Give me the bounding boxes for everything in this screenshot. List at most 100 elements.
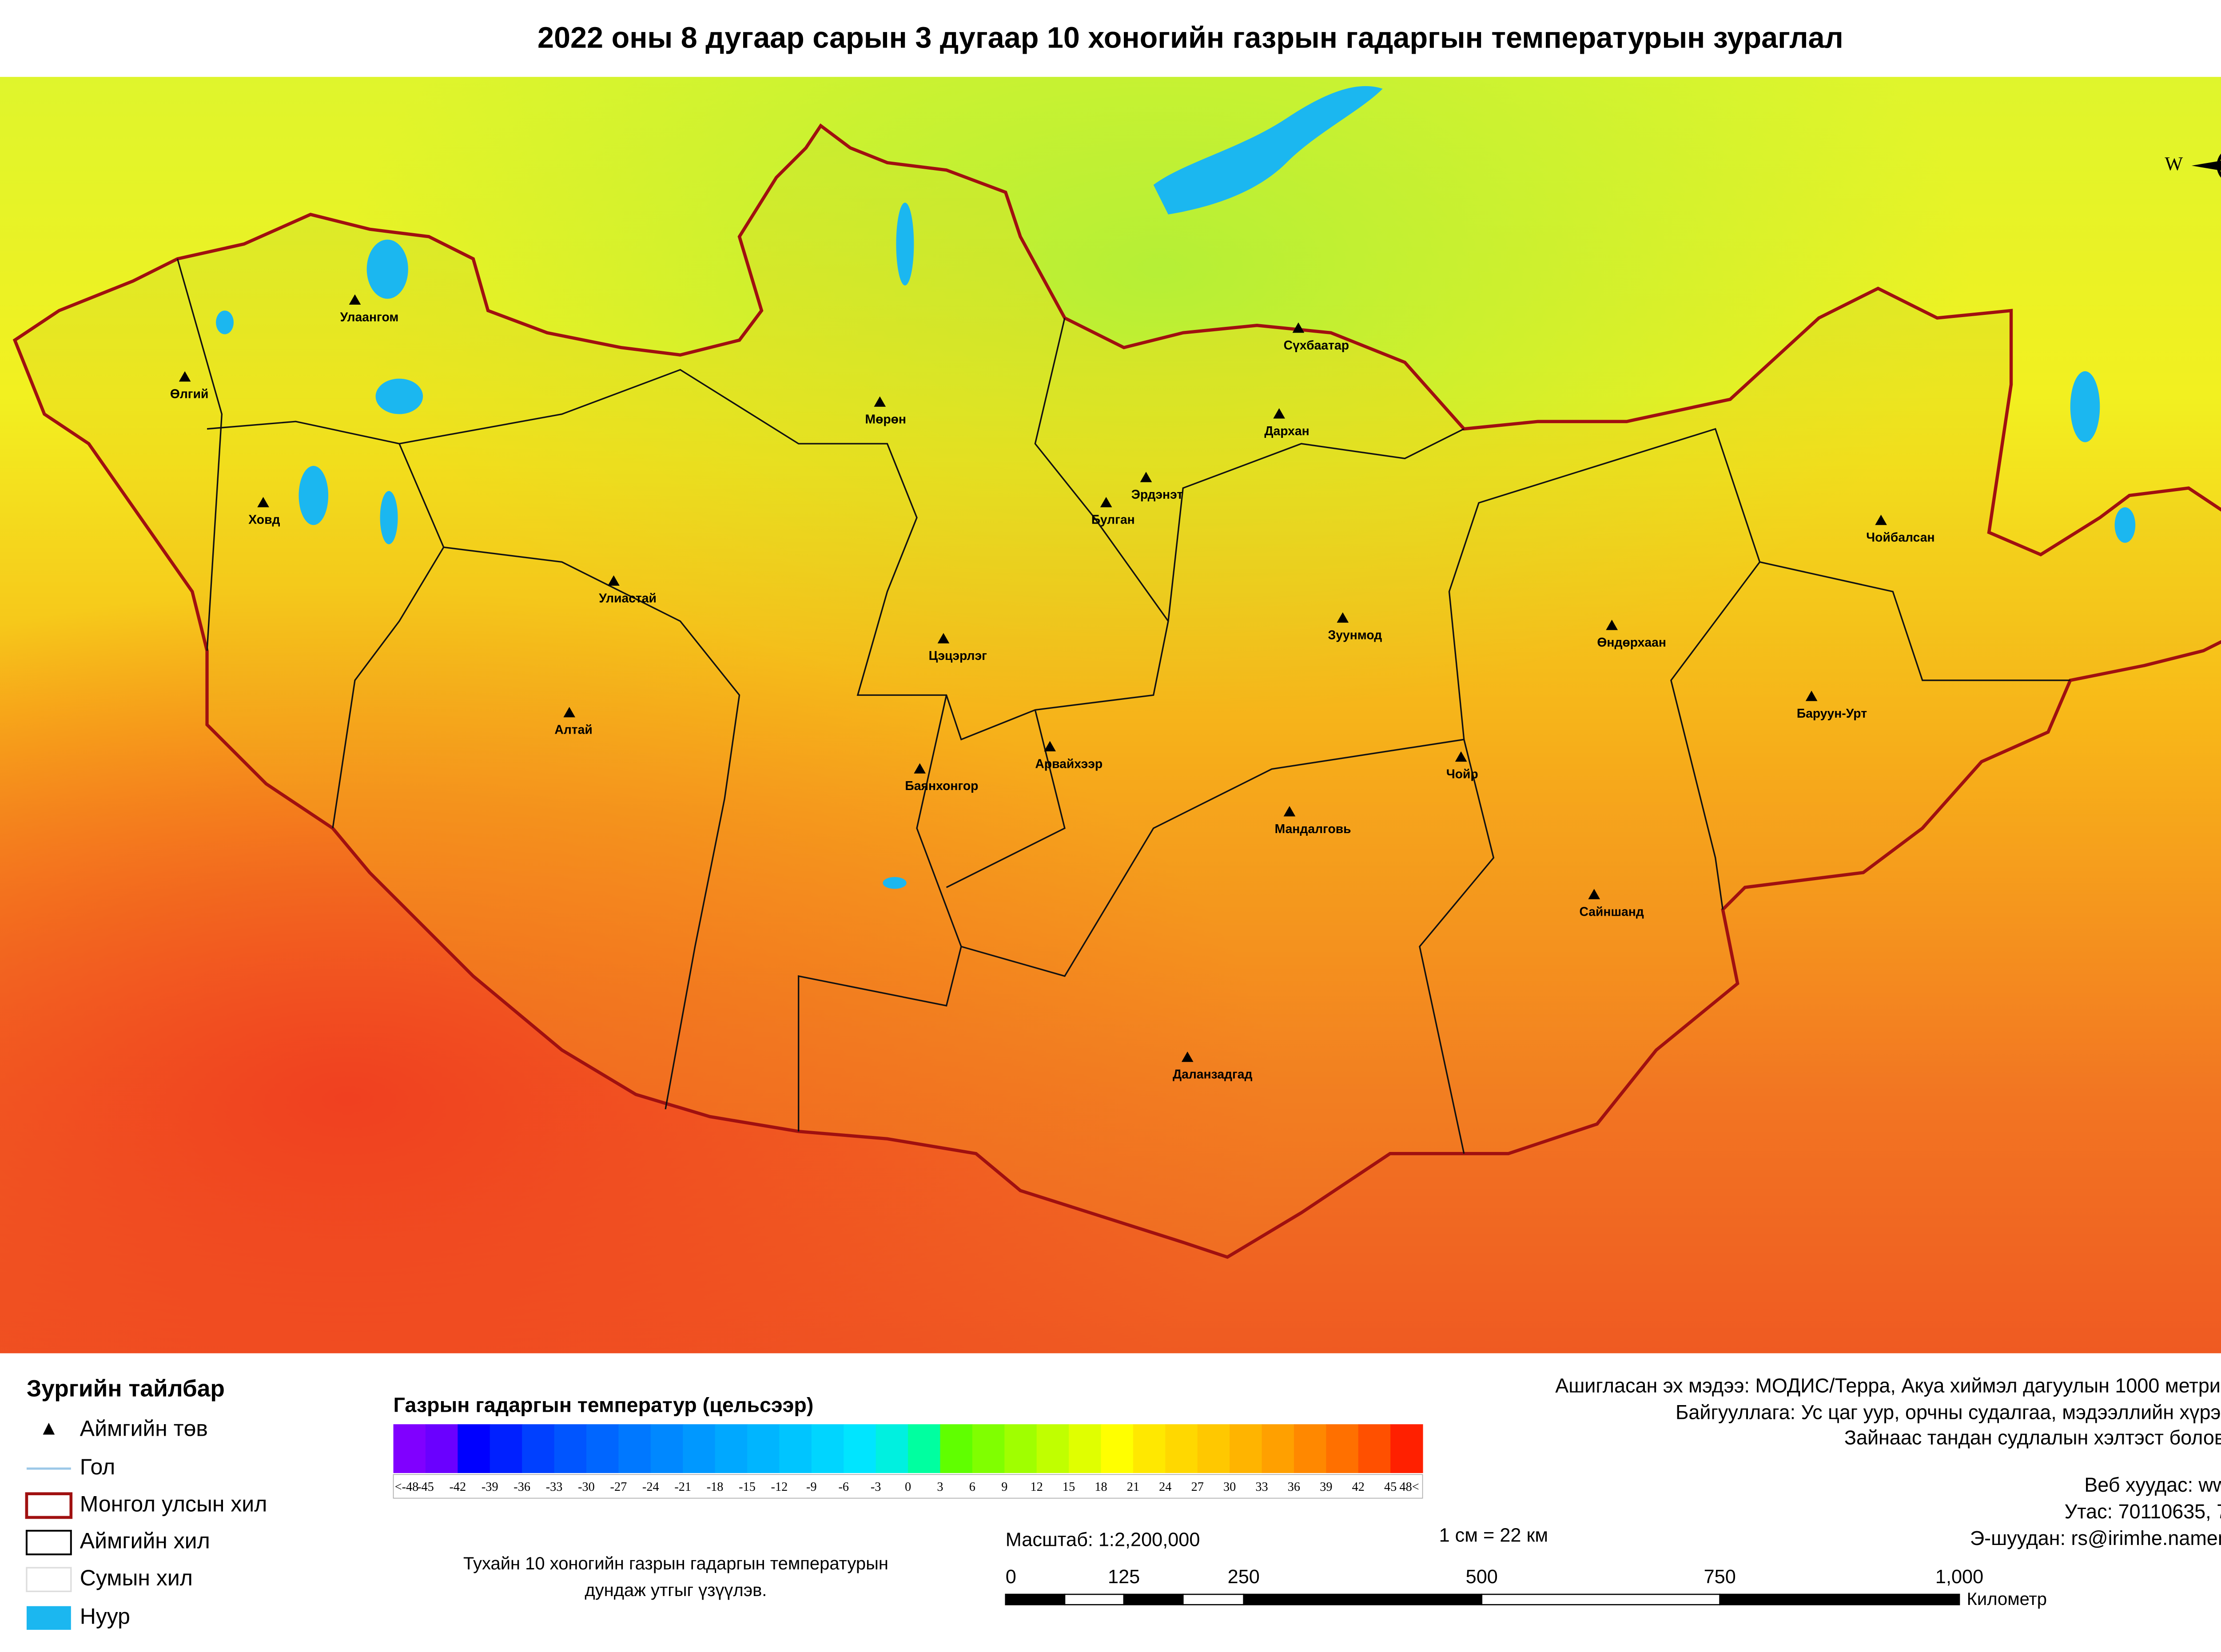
colorbar-label: 12 xyxy=(1031,1480,1043,1494)
colorbar-label: -15 xyxy=(739,1480,756,1494)
center-marker xyxy=(563,707,576,718)
colorbar-swatch xyxy=(1326,1424,1359,1473)
colorbar-label: -30 xyxy=(578,1480,595,1494)
colorbar-swatch xyxy=(490,1424,523,1473)
center-label: Мандалговь xyxy=(1275,822,1351,836)
legend-symbol-aimag xyxy=(25,1529,72,1556)
legend-symbol-soum xyxy=(26,1567,72,1592)
colorbar-label: -39 xyxy=(482,1480,498,1494)
scale-label: 125 xyxy=(1108,1566,1140,1588)
lake xyxy=(2114,507,2136,543)
lake xyxy=(380,491,398,544)
center-label: Сүхбаатар xyxy=(1284,338,1349,352)
colorbar-label-frame xyxy=(393,1474,1423,1499)
scale-ratio: Масштаб: 1:2,200,000 xyxy=(1006,1529,1200,1551)
credit-line: Байгууллага: Ус цаг уур, орчны судалгаа,… xyxy=(1676,1401,2221,1424)
compass: N E S W xyxy=(2165,153,2221,178)
center-marker xyxy=(914,763,926,774)
center-label: Улаангом xyxy=(340,310,399,324)
legend-title: Зургийн тайлбар xyxy=(27,1376,225,1402)
contact-line: Э-шуудан: rs@irimhe.namem.gov.mn xyxy=(1970,1527,2221,1549)
scale-segment xyxy=(1481,1593,1721,1605)
center-label: Чойбалсан xyxy=(1866,530,1934,544)
lake xyxy=(883,877,907,889)
colorbar-swatch xyxy=(1133,1424,1166,1473)
contact-line: Утас: 70110635, 70110638 xyxy=(2065,1500,2221,1523)
colorbar-label: 6 xyxy=(969,1480,975,1494)
credits: Ашигласан эх мэдээ: МОДИС/Терра, Акуа хи… xyxy=(1555,1374,2221,1549)
colorbar-swatch xyxy=(1197,1424,1230,1473)
scale-label: 500 xyxy=(1466,1566,1498,1588)
legend-label: Аймгийн төв xyxy=(80,1416,208,1441)
colorbar-label: -36 xyxy=(513,1480,530,1494)
center-label: Өндөрхаан xyxy=(1597,635,1666,649)
colorbar-swatch xyxy=(618,1424,651,1473)
colorbar-swatch xyxy=(715,1424,748,1473)
scale-segment xyxy=(1005,1593,1066,1605)
colorbar-swatch xyxy=(586,1424,619,1473)
scale-segment xyxy=(1064,1593,1125,1605)
center-label: Сайншанд xyxy=(1579,904,1644,918)
scale-segment xyxy=(1719,1593,1960,1605)
colorbar-swatch xyxy=(972,1424,1005,1473)
center-marker xyxy=(257,496,269,508)
colorbar-label: 36 xyxy=(1288,1480,1300,1494)
colorbar-swatch xyxy=(554,1424,587,1473)
lakes xyxy=(216,86,2136,889)
center-label: Цэцэрлэг xyxy=(929,648,987,663)
credit-line: Ашигласан эх мэдээ: МОДИС/Терра, Акуа хи… xyxy=(1555,1374,2221,1397)
colorbar-label: 0 xyxy=(905,1480,911,1494)
legend-label: Гол xyxy=(80,1454,115,1479)
scale-segment xyxy=(1182,1593,1245,1605)
colorbar-swatch xyxy=(650,1424,684,1473)
lake xyxy=(896,203,914,286)
center-label: Баянхонгор xyxy=(905,778,978,793)
center-label: Өлгий xyxy=(170,387,209,401)
colorbar-label: 3 xyxy=(937,1480,943,1494)
aimag-centers: Улаангом Өлгий Ховд Улиастай Мөрөн Алтай Баянх… xyxy=(170,294,1935,1081)
lake xyxy=(1153,86,1383,214)
center-marker xyxy=(1455,751,1467,762)
colorbar-label: 42 xyxy=(1352,1480,1365,1494)
scale-label: 0 xyxy=(1006,1566,1016,1588)
legend-symbol-lake xyxy=(26,1606,71,1630)
colorbar-title: Газрын гадаргын температур (цельсээр) xyxy=(394,1393,814,1416)
colorbar-label: 30 xyxy=(1223,1480,1236,1494)
colorbar-swatch xyxy=(1262,1424,1294,1473)
colorbar-label: -42 xyxy=(449,1480,466,1494)
lake xyxy=(299,466,329,525)
colorbar-label: -9 xyxy=(806,1480,817,1494)
colorbar-swatch xyxy=(876,1424,909,1473)
legend-symbol-center xyxy=(43,1422,55,1435)
center-label: Даланзадгад xyxy=(1173,1067,1253,1081)
colorbar-swatch xyxy=(1101,1424,1134,1473)
legend: Зургийн тайлбар Аймгийн төв Гол Монгол улс… xyxy=(25,1376,267,1630)
center-label: Баруун-Урт xyxy=(1797,706,1867,720)
map-frame: Улаангом Өлгий Ховд Улиастай Мөрөн Алтай Баянх… xyxy=(0,77,2221,1354)
center-label: Чойр xyxy=(1446,767,1478,781)
colorbar-label: 15 xyxy=(1063,1480,1075,1494)
colorbar-label: -6 xyxy=(838,1480,849,1494)
center-label: Улиастай xyxy=(599,591,657,605)
compass-needle xyxy=(2191,160,2221,171)
legend-label: Нуур xyxy=(80,1604,130,1629)
center-marker xyxy=(1588,889,1600,899)
colorbar-label: -24 xyxy=(642,1480,659,1494)
note-line: Тухайн 10 хоногийн газрын гадаргын темпе… xyxy=(463,1554,888,1573)
note-line: дундаж утгыг үзүүлэв. xyxy=(585,1581,767,1600)
legend-label: Монгол улсын хил xyxy=(80,1491,267,1516)
colorbar-label: -18 xyxy=(707,1480,724,1494)
colorbar: <-48-45 -42 -39 -36 -33 -30 -27 -24 -21 -18 -15 -12… xyxy=(393,1424,1423,1499)
colorbar-swatch xyxy=(940,1424,973,1473)
center-label: Алтай xyxy=(554,723,592,737)
scale-label: 1,000 xyxy=(1935,1566,1983,1588)
legend-symbol-country xyxy=(25,1492,73,1519)
country-border xyxy=(12,123,2221,1259)
colorbar-label: 48< xyxy=(1399,1480,1419,1494)
contact-line: Веб хуудас: www.icc.mn xyxy=(2084,1473,2221,1496)
colorbar-label: -12 xyxy=(771,1480,788,1494)
colorbar-swatch xyxy=(1390,1424,1423,1473)
center-marker xyxy=(1283,806,1296,817)
